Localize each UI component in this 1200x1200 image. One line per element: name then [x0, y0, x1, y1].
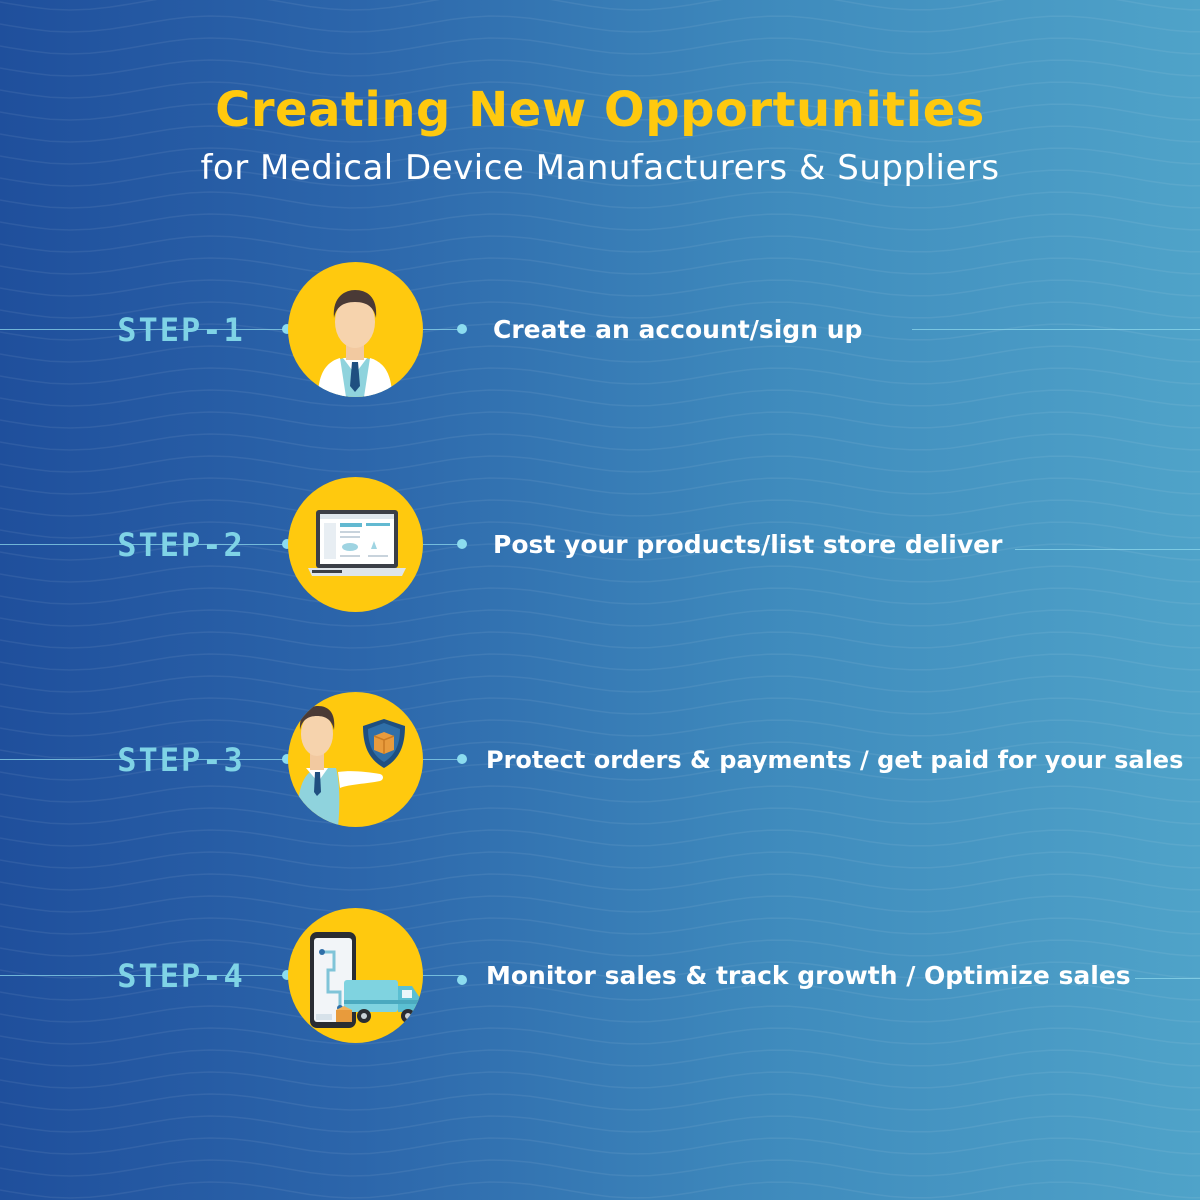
wave-line	[0, 1159, 1200, 1177]
wave-line	[0, 433, 1200, 451]
step-1-description: Create an account/sign up	[493, 315, 863, 344]
step-4-right-dot	[457, 975, 467, 985]
step-4-left-line	[0, 975, 288, 976]
wave-line	[0, 697, 1200, 715]
laptop-listing-icon	[308, 510, 406, 576]
step-2-left-line	[0, 544, 288, 545]
wave-line	[0, 0, 1200, 11]
page-subtitle: for Medical Device Manufacturers & Suppl…	[200, 148, 1000, 188]
wave-line	[0, 345, 1200, 363]
wave-line	[0, 961, 1200, 979]
wave-line	[0, 543, 1200, 561]
step-4-right-line	[423, 975, 463, 976]
wave-line	[0, 169, 1200, 187]
step-2-right-line	[423, 544, 463, 545]
wave-line	[0, 37, 1200, 55]
step-1-trailing-line	[912, 329, 1200, 330]
step-3-left-dot	[282, 754, 292, 764]
wave-line	[0, 389, 1200, 407]
wave-line	[0, 191, 1200, 209]
businessman-icon	[318, 290, 392, 397]
step-1-label: STEP-1	[117, 311, 245, 349]
wave-line	[0, 477, 1200, 495]
step-2-description: Post your products/list store deliver	[493, 530, 1003, 559]
step-1-left-dot	[282, 324, 292, 334]
wave-line	[0, 763, 1200, 781]
wave-line	[0, 81, 1200, 99]
step-4-circle	[288, 908, 423, 1043]
wave-line	[0, 1049, 1200, 1067]
wave-line	[0, 675, 1200, 693]
wave-line	[0, 367, 1200, 385]
step-2-label: STEP-2	[117, 526, 245, 564]
wave-line	[0, 1115, 1200, 1133]
wave-line	[0, 213, 1200, 231]
wave-line	[0, 1137, 1200, 1155]
step-3-description: Protect orders & payments / get paid for…	[486, 746, 1184, 774]
wave-line	[0, 59, 1200, 77]
step-2-left-dot	[282, 539, 292, 549]
page-title: Creating New Opportunities	[215, 82, 985, 138]
step-3-circle	[288, 692, 423, 827]
step-1-circle	[288, 262, 423, 397]
wave-line	[0, 609, 1200, 627]
secure-payment-icon	[297, 706, 405, 827]
wave-line	[0, 851, 1200, 869]
step-4-trailing-line	[1135, 978, 1200, 979]
wave-line	[0, 631, 1200, 649]
wave-line	[0, 829, 1200, 847]
wave-line	[0, 1005, 1200, 1023]
wave-line	[0, 565, 1200, 583]
step-2-trailing-line	[1015, 549, 1200, 550]
wave-line	[0, 1071, 1200, 1089]
wave-line	[0, 873, 1200, 891]
step-4-description: Monitor sales & track growth / Optimize …	[486, 961, 1131, 990]
wave-line	[0, 521, 1200, 539]
delivery-tracking-icon	[310, 932, 420, 1028]
wave-line	[0, 301, 1200, 319]
step-3-right-line	[423, 759, 463, 760]
wave-line	[0, 103, 1200, 121]
step-1-right-dot	[457, 324, 467, 334]
wave-line	[0, 235, 1200, 253]
wave-line	[0, 807, 1200, 825]
wave-line	[0, 455, 1200, 473]
step-4-left-dot	[282, 970, 292, 980]
wave-line	[0, 587, 1200, 605]
step-1-left-line	[0, 329, 288, 330]
step-2-circle	[288, 477, 423, 612]
wave-line	[0, 719, 1200, 737]
wave-line	[0, 257, 1200, 275]
wave-line	[0, 499, 1200, 517]
step-3-label: STEP-3	[117, 741, 245, 779]
wave-line	[0, 785, 1200, 803]
wave-line	[0, 15, 1200, 33]
wave-line	[0, 983, 1200, 1001]
wave-line	[0, 1181, 1200, 1199]
wave-line	[0, 279, 1200, 297]
step-1-right-line	[423, 329, 463, 330]
step-2-right-dot	[457, 539, 467, 549]
step-3-right-dot	[457, 754, 467, 764]
wave-line	[0, 147, 1200, 165]
step-4-label: STEP-4	[117, 957, 245, 995]
wave-line	[0, 1093, 1200, 1111]
wave-line	[0, 125, 1200, 143]
wave-line	[0, 917, 1200, 935]
wave-line	[0, 1027, 1200, 1045]
wave-line	[0, 653, 1200, 671]
wave-line	[0, 895, 1200, 913]
step-3-left-line	[0, 759, 288, 760]
wave-line	[0, 741, 1200, 759]
wave-line	[0, 939, 1200, 957]
wave-line	[0, 411, 1200, 429]
